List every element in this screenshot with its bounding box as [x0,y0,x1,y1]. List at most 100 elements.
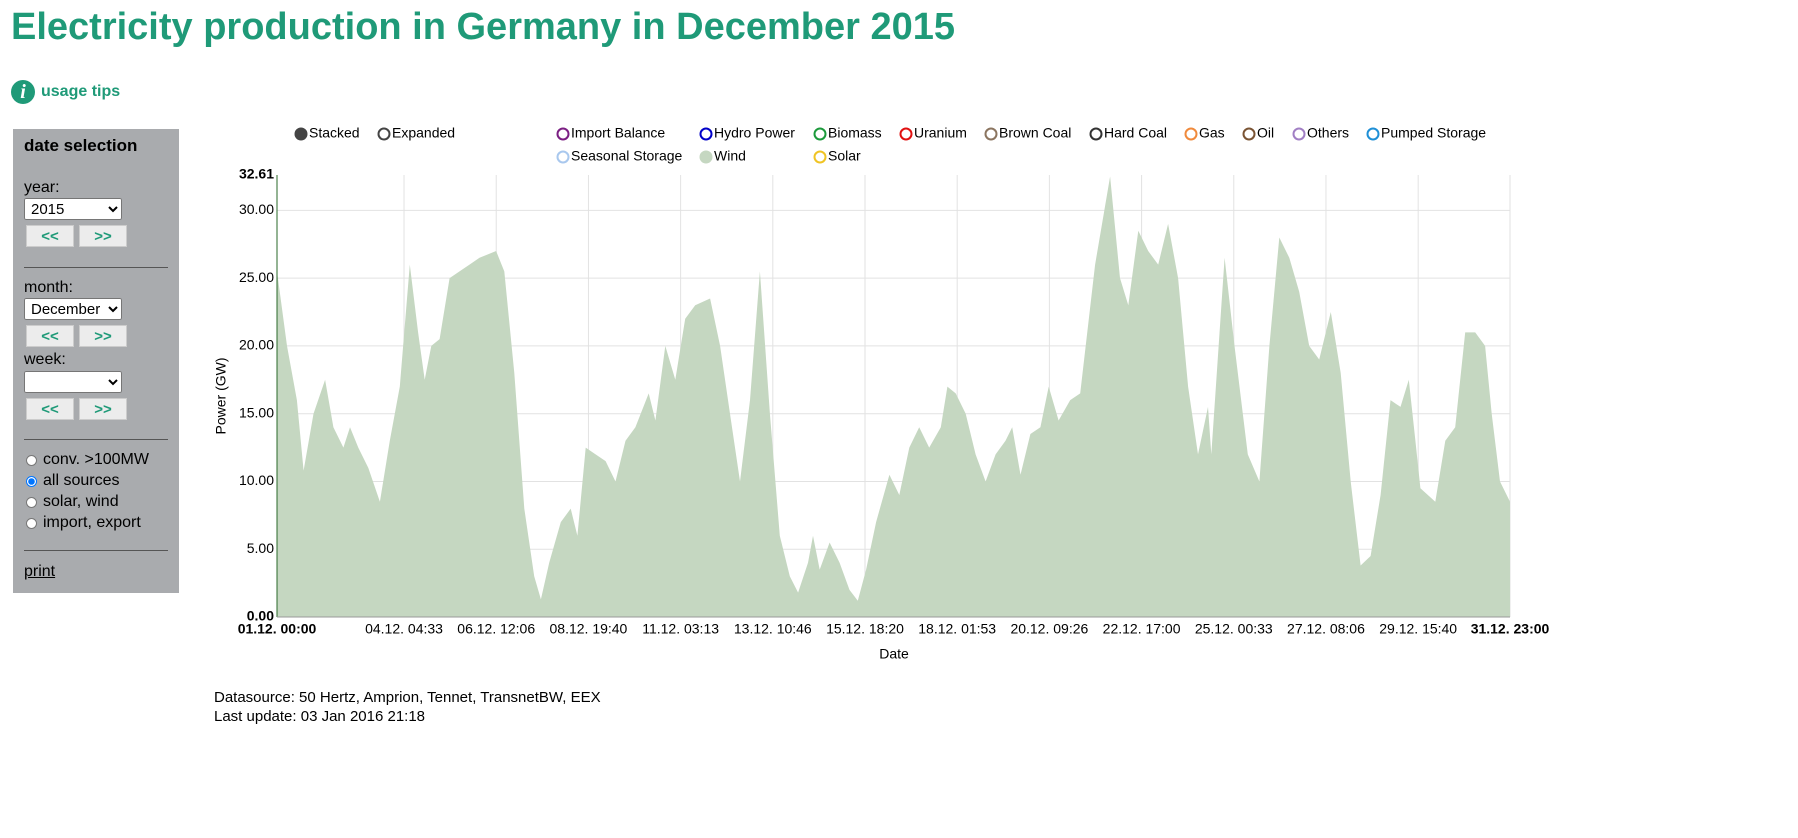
y-tick-label: 20.00 [239,337,274,353]
week-label: week: [24,351,66,368]
y-tick-label: 25.00 [239,269,274,285]
year-label: year: [24,179,60,196]
legend-item[interactable]: Import Balance [556,125,666,141]
legend-marker [1242,127,1256,141]
legend-item[interactable]: Others [1292,125,1350,141]
chart: Power (GW) Date 0.00 5.00 10.00 15.00 20.00 2… [213,125,1550,662]
usage-tips[interactable]: i usage tips [11,80,120,104]
legend-marker [556,150,570,164]
legend-marker [556,127,570,141]
x-tick-label: 25.12. 00:33 [1195,621,1273,637]
x-tick-label: 06.12. 12:06 [457,621,535,637]
footer-line: Last update: 03 Jan 2016 21:18 [214,708,426,725]
legend-label: Stacked [309,125,360,141]
legend-item[interactable]: Gas [1184,125,1225,141]
legend-label: Biomass [828,125,882,141]
x-tick-label: 13.12. 10:46 [734,621,812,637]
legend-item[interactable]: Stacked [294,125,360,141]
y-tick-label: 10.00 [239,472,274,488]
source-label: all sources [43,472,120,489]
y-tick-label: 0.00 [247,608,274,624]
source-label: conv. >100MW [43,451,149,468]
legend-label: Hard Coal [1104,125,1167,141]
legend-item[interactable]: Pumped Storage [1366,125,1487,141]
legend-marker [1089,127,1103,141]
divider [24,267,168,268]
legend-marker [1184,127,1198,141]
source-option[interactable]: conv. >100MW [26,451,149,469]
y-tick-label: 5.00 [247,540,274,556]
week-next[interactable]: >> [79,398,127,420]
legend-item[interactable]: Hard Coal [1089,125,1168,141]
y-tick-label: 15.00 [239,404,274,420]
divider [24,439,168,440]
source-option[interactable]: solar, wind [26,493,119,511]
legend-marker [699,150,713,164]
page-title: Electricity production in Germany in Dec… [11,6,955,48]
x-tick-label: 18.12. 01:53 [918,621,996,637]
legend-marker [1366,127,1380,141]
legend-item[interactable]: Brown Coal [984,125,1072,141]
week-select[interactable] [24,371,122,393]
legend-item[interactable]: Oil [1242,125,1275,141]
divider [24,550,168,551]
legend-item[interactable]: Solar [813,148,862,164]
y-max-label: 32.61 [239,166,274,182]
usage-tips-label: usage tips [41,83,121,100]
source-radio[interactable] [26,496,37,508]
y-axis-label: Power (GW) [213,358,229,435]
month-select[interactable]: December [24,298,122,320]
x-axis-label: Date [879,646,909,662]
legend-item[interactable]: Expanded [377,125,456,141]
source-label: import, export [43,514,141,531]
legend-item[interactable]: Seasonal Storage [556,148,683,164]
footer: Datasource: 50 Hertz, Amprion, Tennet, T… [214,688,601,726]
x-tick-label: 20.12. 09:26 [1010,621,1088,637]
print-link[interactable]: print [24,563,56,580]
legend-marker [1292,127,1306,141]
source-option[interactable]: all sources [26,472,119,490]
source-radio[interactable] [26,454,37,466]
x-tick-label: 31.12. 23:00 [1471,621,1550,637]
week-prev[interactable]: << [26,398,74,420]
legend-label: Import Balance [571,125,665,141]
legend-item[interactable]: Uranium [899,125,967,141]
legend-item[interactable]: Biomass [813,125,882,141]
source-option[interactable]: import, export [26,514,141,532]
legend-label: Solar [828,148,861,164]
legend-label: Gas [1199,125,1225,141]
info-icon: i [11,80,35,104]
legend-marker [377,127,391,141]
year-select[interactable]: 2015 [24,198,122,220]
legend-label: Uranium [914,125,967,141]
x-tick-label: 01.12. 00:00 [238,621,317,637]
x-tick-label: 08.12. 19:40 [550,621,628,637]
legend-item[interactable]: Hydro Power [699,125,796,141]
month-prev[interactable]: << [26,325,74,347]
month-next[interactable]: >> [79,325,127,347]
year-prev[interactable]: << [26,225,74,247]
legend-label: Oil [1257,125,1274,141]
source-label: solar, wind [43,493,119,510]
source-radio[interactable] [26,475,37,487]
legend-marker [813,150,827,164]
y-tick-label: 30.00 [239,201,274,217]
x-tick-label: 22.12. 17:00 [1103,621,1181,637]
sidebar-heading: date selection [24,136,138,155]
x-tick-label: 11.12. 03:13 [642,621,719,637]
area [277,176,1510,617]
month-label: month: [24,279,73,296]
legend-label: Hydro Power [714,125,795,141]
footer-line: Datasource: 50 Hertz, Amprion, Tennet, T… [214,689,601,706]
x-tick-label: 04.12. 04:33 [365,621,443,637]
legend-marker [899,127,913,141]
legend-item[interactable]: Wind [699,148,746,164]
x-tick-label: 29.12. 15:40 [1379,621,1457,637]
legend-label: Brown Coal [999,125,1071,141]
legend-label: Others [1307,125,1349,141]
year-next[interactable]: >> [79,225,127,247]
legend-marker [813,127,827,141]
legend-label: Wind [714,148,746,164]
source-radio[interactable] [26,517,37,529]
